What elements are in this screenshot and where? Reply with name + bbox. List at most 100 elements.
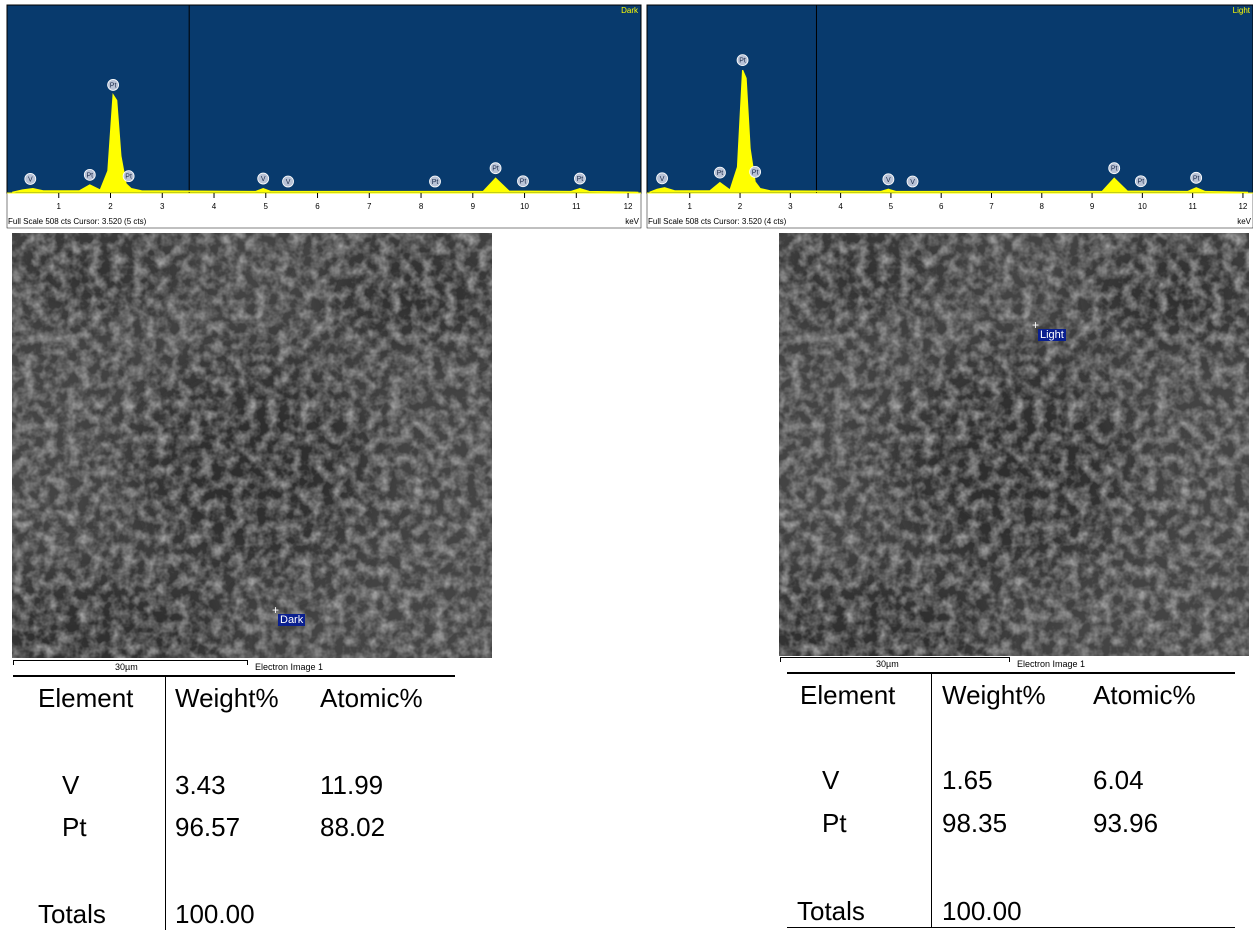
peak-marker bbox=[517, 175, 529, 188]
table-cell: 3.43 bbox=[175, 770, 226, 800]
spectrum bbox=[12, 93, 639, 193]
peak-label: Pt bbox=[739, 58, 746, 65]
peak-label: Pt bbox=[520, 179, 527, 186]
table-rule bbox=[13, 675, 455, 677]
table-cell: 96.57 bbox=[175, 812, 241, 842]
x-tick-label: 2 bbox=[108, 202, 113, 211]
marker-label: Light bbox=[1038, 329, 1066, 341]
image-caption: Electron Image 1 bbox=[1017, 659, 1086, 669]
peak-label: Pt bbox=[110, 82, 117, 89]
table-cell: Pt bbox=[822, 808, 847, 838]
peak-label: Pt bbox=[577, 176, 584, 183]
peak-marker bbox=[882, 173, 895, 186]
peak-marker bbox=[1108, 162, 1121, 175]
peak-label: V bbox=[886, 177, 891, 184]
x-axis-label: keV bbox=[1237, 217, 1251, 226]
peak-marker bbox=[489, 162, 502, 175]
peak-marker bbox=[282, 175, 294, 188]
x-axis-label: keV bbox=[625, 217, 639, 226]
peak-marker bbox=[122, 170, 135, 183]
chart-title: Dark bbox=[621, 6, 639, 15]
sem-image bbox=[12, 233, 492, 658]
peak-marker bbox=[83, 168, 96, 181]
x-tick-label: 5 bbox=[264, 202, 269, 211]
peak-label: V bbox=[261, 176, 266, 183]
x-tick-label: 9 bbox=[1090, 202, 1095, 211]
peak-label: V bbox=[28, 176, 33, 183]
x-tick-label: 8 bbox=[419, 202, 424, 211]
table-header: Weight% bbox=[942, 680, 1046, 710]
peak-label: Pt bbox=[492, 166, 499, 173]
x-tick-label: 9 bbox=[471, 202, 476, 211]
peak-label: Pt bbox=[717, 170, 724, 177]
table-rule bbox=[787, 672, 1235, 674]
x-tick-label: 7 bbox=[989, 202, 994, 211]
x-tick-label: 11 bbox=[572, 202, 581, 211]
x-tick-label: 6 bbox=[315, 202, 320, 211]
table-rule bbox=[787, 927, 1235, 928]
peak-marker bbox=[656, 172, 668, 185]
table-rule bbox=[931, 674, 932, 928]
marker-cross: + bbox=[272, 603, 280, 617]
chart-title: Light bbox=[1233, 6, 1251, 15]
image-caption: Electron Image 1 bbox=[255, 662, 324, 672]
table-header: Element bbox=[800, 680, 896, 710]
table-cell: 93.96 bbox=[1093, 808, 1159, 838]
sem-image bbox=[779, 233, 1249, 656]
x-tick-label: 3 bbox=[160, 202, 165, 211]
spectrum bbox=[649, 69, 1249, 193]
table-cell: 98.35 bbox=[942, 808, 1008, 838]
x-tick-label: 6 bbox=[939, 202, 944, 211]
peak-marker bbox=[107, 79, 119, 91]
peak-marker bbox=[749, 165, 762, 178]
table-cell: 100.00 bbox=[942, 896, 1022, 926]
footer-bar bbox=[646, 192, 1253, 229]
footer-bar bbox=[6, 192, 642, 229]
scale-bar bbox=[247, 660, 248, 665]
scale-bar bbox=[1009, 657, 1010, 662]
peak-label: V bbox=[286, 179, 291, 186]
x-tick-label: 11 bbox=[1188, 202, 1197, 211]
x-tick-label: 1 bbox=[57, 202, 62, 211]
peak-label: V bbox=[660, 176, 665, 183]
scale-bar bbox=[780, 657, 781, 662]
scale-label: 30µm bbox=[876, 659, 899, 669]
table-cell: 100.00 bbox=[175, 899, 255, 929]
x-tick-label: 4 bbox=[838, 202, 843, 211]
marker-label: Dark bbox=[278, 614, 306, 626]
x-tick-label: 7 bbox=[367, 202, 372, 211]
scale-bar bbox=[780, 657, 1010, 658]
x-tick-label: 1 bbox=[688, 202, 693, 211]
x-tick-label: 8 bbox=[1040, 202, 1045, 211]
table-cell: Totals bbox=[38, 899, 106, 929]
table-header: Atomic% bbox=[320, 683, 423, 713]
peak-label: Pt bbox=[1193, 175, 1200, 182]
table-cell: Pt bbox=[62, 812, 87, 842]
table-rule bbox=[165, 677, 166, 930]
table-cell: 88.02 bbox=[320, 812, 386, 842]
footer-text: Full Scale 508 cts Cursor: 3.520 (4 cts) bbox=[648, 217, 787, 226]
scale-bar bbox=[13, 660, 14, 665]
peak-label: Pt bbox=[432, 179, 439, 186]
x-tick-label: 12 bbox=[624, 202, 633, 211]
table-cell: 11.99 bbox=[320, 770, 384, 800]
table-cell: V bbox=[62, 770, 80, 800]
peak-marker bbox=[736, 54, 749, 67]
marker-cross: + bbox=[1032, 318, 1040, 332]
peak-marker bbox=[429, 175, 441, 188]
peak-marker bbox=[1134, 175, 1147, 188]
peak-marker bbox=[906, 175, 919, 188]
footer-text: Full Scale 508 cts Cursor: 3.520 (5 cts) bbox=[8, 217, 147, 226]
x-tick-label: 4 bbox=[212, 202, 217, 211]
peak-label: Pt bbox=[752, 169, 759, 176]
peak-label: Pt bbox=[86, 172, 93, 179]
x-tick-label: 3 bbox=[788, 202, 793, 211]
table-cell: 6.04 bbox=[1093, 765, 1144, 795]
table-cell: V bbox=[822, 765, 840, 795]
x-tick-label: 10 bbox=[1138, 202, 1147, 211]
peak-label: Pt bbox=[1111, 166, 1118, 173]
table-cell: Totals bbox=[797, 896, 865, 926]
x-tick-label: 2 bbox=[738, 202, 743, 211]
peak-label: Pt bbox=[1138, 179, 1145, 186]
peak-label: Pt bbox=[125, 174, 132, 181]
